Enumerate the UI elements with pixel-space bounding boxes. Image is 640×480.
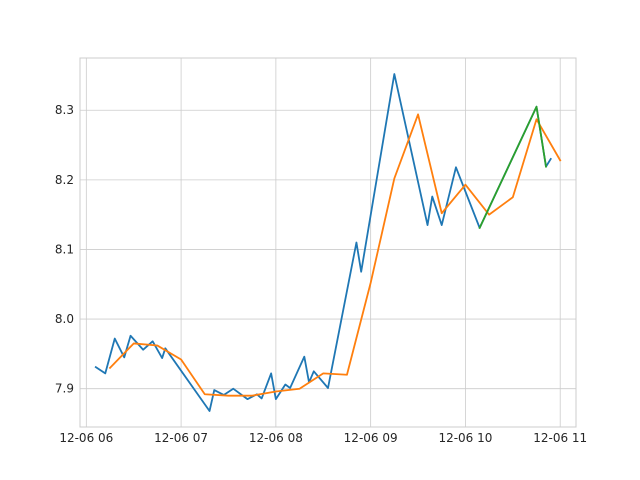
series-layer bbox=[94, 73, 562, 412]
x-tick-label: 12-06 08 bbox=[249, 431, 303, 445]
x-tick-label: 12-06 06 bbox=[59, 431, 113, 445]
plot-area bbox=[80, 58, 576, 427]
x-tick-label: 12-06 10 bbox=[438, 431, 492, 445]
x-tick-label: 12-06 07 bbox=[154, 431, 208, 445]
x-tick-label: 12-06 09 bbox=[344, 431, 398, 445]
x-tick-label: 12-06 11 bbox=[533, 431, 587, 445]
axes-spine bbox=[79, 57, 577, 428]
series-line-3 bbox=[478, 105, 548, 230]
axes-frame bbox=[79, 57, 577, 428]
grid bbox=[80, 58, 576, 427]
x-axis: 12-06 06 12-06 07 12-06 08 12-06 09 12-06 10… bbox=[59, 431, 587, 445]
y-tick-label: 7.9 bbox=[55, 382, 74, 396]
y-tick-label: 8.3 bbox=[55, 103, 74, 117]
y-axis: 7.9 8.0 8.1 8.2 8.3 bbox=[55, 103, 74, 395]
y-tick-label: 8.1 bbox=[55, 242, 74, 256]
y-tick-label: 8.0 bbox=[55, 312, 74, 326]
y-tick-label: 8.2 bbox=[55, 173, 74, 187]
series-line-2 bbox=[108, 113, 562, 397]
